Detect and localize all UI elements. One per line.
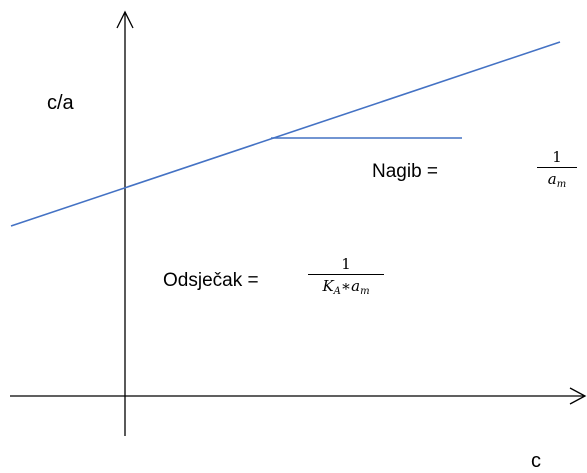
- intercept-numerator: 1: [341, 255, 351, 273]
- trend-line: [10, 41, 561, 227]
- intercept-label: Odsječak =: [163, 270, 259, 291]
- y-axis-label: c/a: [47, 92, 74, 114]
- y-axis-arrowhead: [116, 10, 134, 29]
- slope-fraction-bar: [537, 167, 577, 168]
- intercept-fraction: 1 KA∗am: [308, 255, 384, 301]
- intercept-denominator: KA∗am: [322, 277, 370, 297]
- slope-fraction: 1 am: [537, 148, 577, 194]
- slope-denominator: am: [547, 170, 567, 190]
- x-axis-label: c: [531, 450, 541, 472]
- slope-numerator: 1: [552, 148, 562, 166]
- intercept-fraction-bar: [308, 274, 384, 275]
- x-axis-arrowhead: [569, 387, 587, 405]
- slope-label: Nagib =: [372, 161, 439, 182]
